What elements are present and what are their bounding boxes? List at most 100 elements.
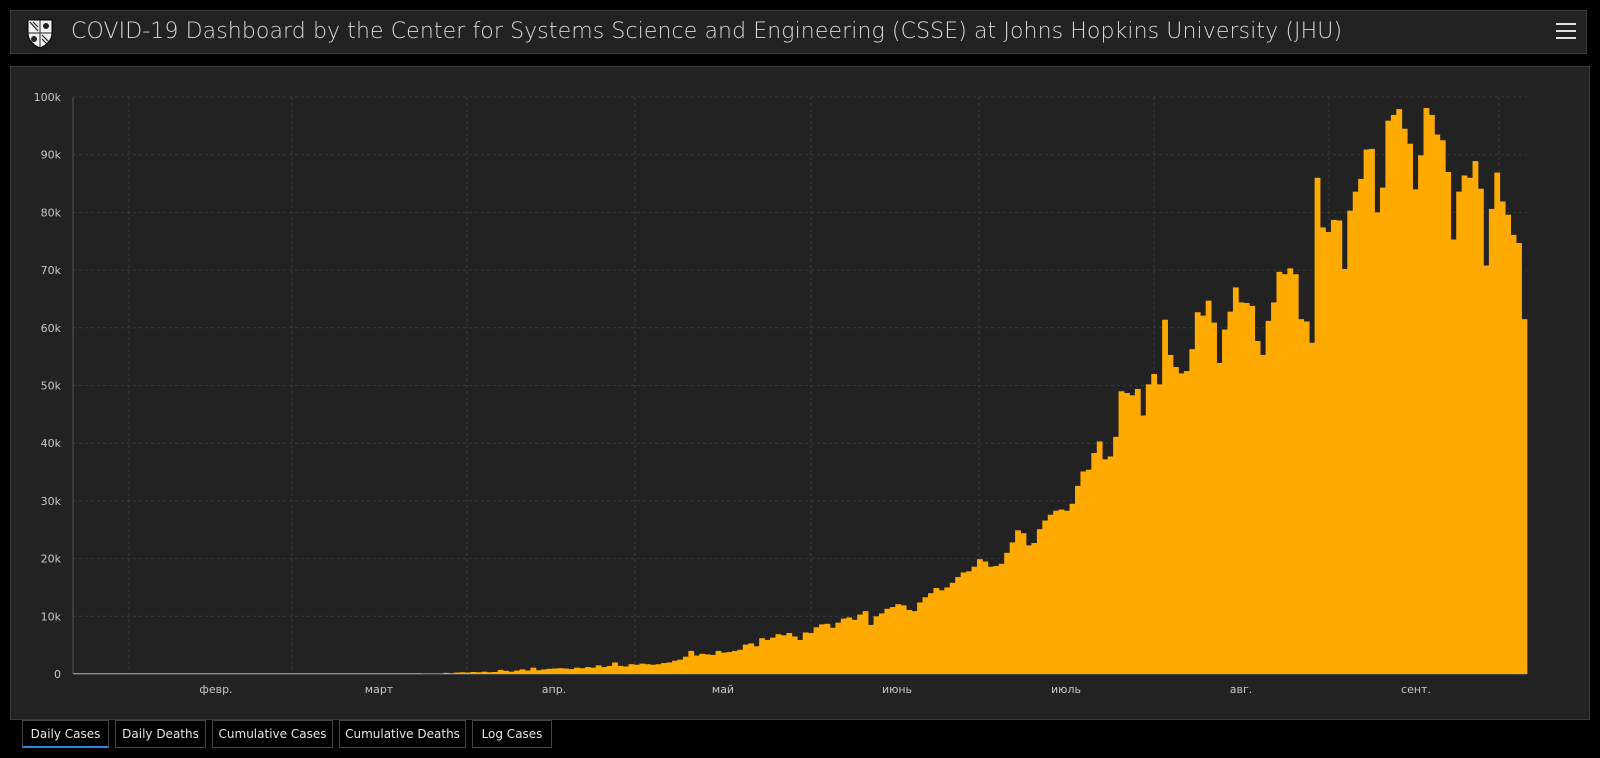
bar	[105, 673, 112, 674]
bar	[1477, 188, 1484, 674]
bar	[154, 673, 161, 674]
bar	[323, 673, 330, 674]
x-tick-label: май	[712, 683, 734, 696]
bar	[808, 633, 814, 674]
x-tick-label: сент.	[1401, 683, 1431, 696]
y-tick-label: 60k	[41, 322, 62, 335]
bar	[1075, 485, 1081, 674]
bar	[971, 566, 978, 674]
bar	[1467, 177, 1473, 674]
bar	[78, 673, 85, 674]
bar	[1189, 349, 1196, 674]
bar	[1053, 510, 1060, 674]
bar	[1418, 155, 1424, 674]
bar	[933, 588, 940, 674]
bar	[100, 673, 107, 674]
jhu-shield-logo-icon	[27, 19, 53, 49]
x-tick-label: март	[365, 683, 394, 696]
bar	[236, 673, 243, 674]
bar	[666, 662, 673, 674]
bar	[568, 669, 575, 674]
tab-daily-deaths[interactable]: Daily Deaths	[115, 720, 206, 748]
hamburger-menu-icon[interactable]	[1556, 23, 1576, 41]
bar	[868, 624, 874, 674]
bar	[780, 635, 787, 674]
bar	[1483, 265, 1490, 674]
bar	[1211, 322, 1217, 674]
page-title: COVID-19 Dashboard by the Center for Sys…	[71, 19, 1343, 44]
bar	[857, 614, 863, 674]
bar	[742, 644, 749, 674]
bar	[955, 577, 961, 674]
bar	[399, 673, 406, 674]
bar	[998, 563, 1005, 674]
bar	[388, 673, 395, 674]
bar	[1352, 191, 1359, 674]
bar	[1036, 529, 1043, 674]
bar	[192, 673, 199, 674]
bar	[149, 673, 156, 674]
bar	[1140, 415, 1147, 674]
bar	[846, 617, 853, 674]
bar	[372, 673, 379, 674]
bar	[1243, 302, 1250, 674]
bar	[829, 627, 836, 674]
bar	[1183, 371, 1190, 674]
bar	[1222, 329, 1228, 674]
bar	[127, 673, 134, 674]
bar	[143, 673, 150, 674]
tab-cumulative-cases[interactable]: Cumulative Cases	[212, 720, 333, 748]
bar	[1521, 319, 1528, 674]
bar	[1298, 319, 1305, 674]
bar	[797, 639, 804, 674]
bar	[900, 605, 907, 674]
bar	[819, 624, 825, 674]
bar	[1026, 545, 1032, 674]
bar	[927, 593, 934, 674]
bar	[644, 664, 651, 674]
bar	[546, 668, 553, 674]
bar	[198, 673, 205, 674]
tab-log-cases[interactable]: Log Cases	[472, 720, 552, 748]
bar	[1020, 533, 1027, 674]
bar	[171, 673, 177, 674]
bar	[917, 602, 923, 674]
tab-daily-cases[interactable]: Daily Cases	[22, 720, 109, 748]
bar	[1461, 175, 1468, 674]
bar	[682, 656, 689, 674]
tab-cumulative-deaths[interactable]: Cumulative Deaths	[339, 720, 466, 748]
bar	[345, 673, 352, 674]
bar	[252, 673, 259, 674]
bar	[1379, 187, 1386, 674]
bar	[426, 673, 433, 674]
y-tick-label: 100k	[34, 91, 62, 104]
bar	[1309, 342, 1315, 674]
bar	[1009, 542, 1016, 674]
bar	[448, 673, 455, 674]
bar	[906, 609, 912, 674]
bar	[214, 673, 221, 674]
bar	[1456, 191, 1463, 674]
bar	[437, 673, 444, 674]
bar	[279, 673, 286, 674]
bar	[301, 673, 308, 674]
bar	[824, 623, 831, 674]
bar	[840, 618, 847, 674]
bar	[563, 668, 569, 674]
bar	[552, 668, 559, 674]
bar	[1281, 274, 1288, 674]
bar	[492, 671, 499, 674]
bar	[715, 650, 722, 674]
bar	[895, 604, 902, 674]
bar	[1200, 315, 1207, 674]
bar	[1287, 268, 1294, 674]
bar	[1385, 120, 1392, 674]
y-tick-label: 90k	[41, 149, 62, 162]
bar	[1178, 373, 1185, 674]
bar	[791, 636, 798, 674]
bar	[1505, 214, 1512, 674]
bar	[557, 668, 564, 674]
bar	[612, 662, 618, 674]
y-tick-label: 80k	[41, 206, 62, 219]
bar	[579, 668, 586, 674]
